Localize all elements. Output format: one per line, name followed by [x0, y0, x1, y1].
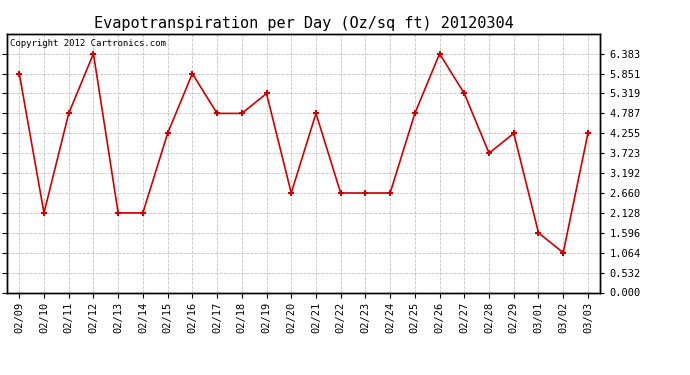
Title: Evapotranspiration per Day (Oz/sq ft) 20120304: Evapotranspiration per Day (Oz/sq ft) 20…: [94, 16, 513, 31]
Text: Copyright 2012 Cartronics.com: Copyright 2012 Cartronics.com: [10, 39, 166, 48]
